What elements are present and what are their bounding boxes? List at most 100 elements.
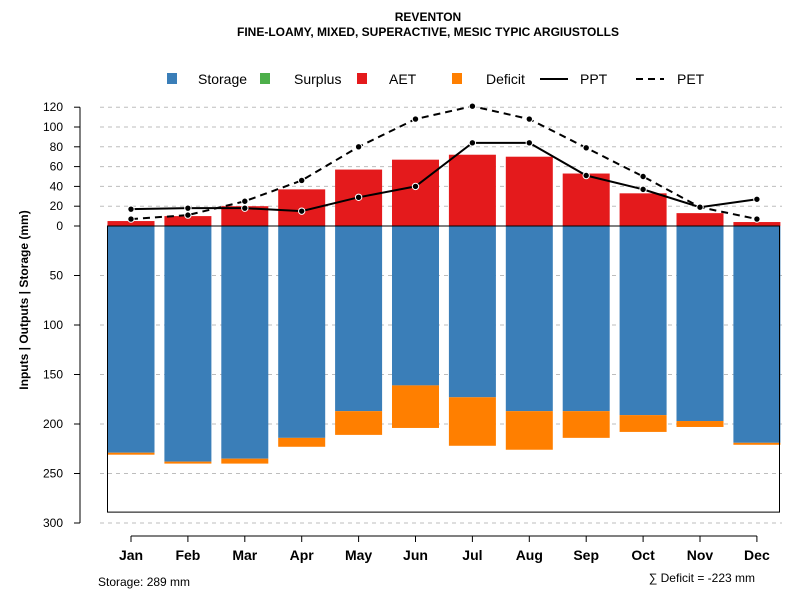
x-tick-label-apr: Apr xyxy=(290,547,315,563)
y-tick-label: 80 xyxy=(50,140,64,154)
deficit-bar-jan xyxy=(107,452,155,455)
ppt-point-nov xyxy=(696,203,704,211)
storage-bar-aug xyxy=(505,226,553,412)
x-tick-label-oct: Oct xyxy=(631,547,655,563)
ppt-point-sep xyxy=(582,171,590,180)
x-tick-label-aug: Aug xyxy=(516,547,543,563)
ppt-point-aug xyxy=(525,139,533,147)
deficit-bar-dec xyxy=(733,442,781,445)
storage-bar-nov xyxy=(676,226,724,422)
grid-lines xyxy=(100,106,782,524)
storage-bar-feb xyxy=(164,226,212,462)
deficit-bar-may xyxy=(335,411,383,435)
aet-bar-sep xyxy=(562,173,610,226)
y-tick-label: 20 xyxy=(50,199,64,213)
aet-bar-aug xyxy=(505,156,553,226)
y-tick-label: 40 xyxy=(50,179,64,193)
y-tick-label: 250 xyxy=(43,467,63,481)
pet-point-jun xyxy=(411,115,420,123)
legend-key-deficit xyxy=(452,73,462,84)
legend-label-ppt: PPT xyxy=(580,71,608,87)
deficit-bar-nov xyxy=(676,421,724,427)
ppt-point-jun xyxy=(411,182,420,191)
storage-bar-jan xyxy=(107,226,155,453)
legend-label-storage: Storage xyxy=(198,71,247,87)
pet-point-may xyxy=(354,143,363,151)
lines-layer xyxy=(127,102,761,223)
ppt-point-feb xyxy=(184,204,192,212)
aet-bar-jan xyxy=(107,221,155,226)
deficit-bar-oct xyxy=(619,415,667,432)
legend-label-aet: AET xyxy=(389,71,417,87)
aet-bar-mar xyxy=(221,206,269,226)
pet-point-jul xyxy=(468,102,477,110)
storage-bar-apr xyxy=(278,226,326,438)
x-tick-label-jan: Jan xyxy=(119,547,143,563)
ppt-line xyxy=(130,141,758,213)
legend-label-pet: PET xyxy=(677,71,705,87)
x-tick-label-nov: Nov xyxy=(687,547,714,563)
pet-point-aug xyxy=(525,115,533,123)
x-tick-label-jun: Jun xyxy=(403,547,428,563)
chart-subtitle: FINE-LOAMY, MIXED, SUPERACTIVE, MESIC TY… xyxy=(237,25,619,39)
pet-point-dec xyxy=(753,215,761,223)
aet-bar-jun xyxy=(392,159,439,226)
ppt-point-jan xyxy=(127,205,135,213)
storage-bar-oct xyxy=(619,226,667,416)
deficit-footer: ∑ Deficit = -223 mm xyxy=(649,571,755,585)
y-tick-label: 200 xyxy=(43,417,63,431)
y-tick-label: 100 xyxy=(43,318,63,332)
x-tick-label-may: May xyxy=(345,547,372,563)
legend-key-aet xyxy=(357,73,367,84)
storage-bar-jun xyxy=(392,226,439,386)
legend-label-deficit: Deficit xyxy=(486,71,525,87)
aet-bar-jul xyxy=(448,154,496,226)
pet-point-jan xyxy=(127,215,135,223)
storage-bar-dec xyxy=(733,226,781,443)
pet-point-apr xyxy=(298,176,306,185)
x-tick-label-feb: Feb xyxy=(175,547,200,563)
ppt-point-apr xyxy=(298,207,306,215)
aet-bar-dec xyxy=(733,222,781,226)
deficit-bar-apr xyxy=(278,437,326,447)
ppt-point-jul xyxy=(468,139,477,147)
deficit-bar-sep xyxy=(562,411,610,438)
pet-point-oct xyxy=(639,172,647,181)
y-tick-label: 50 xyxy=(50,269,64,283)
ppt-point-mar xyxy=(241,204,249,212)
deficit-bar-mar xyxy=(221,458,269,464)
deficit-bar-feb xyxy=(164,461,212,464)
deficit-bar-jun xyxy=(392,385,439,428)
aet-bar-nov xyxy=(676,213,724,226)
chart-title: REVENTON xyxy=(395,10,461,24)
y-tick-label: 0 xyxy=(56,219,63,233)
y-tick-label: 120 xyxy=(43,100,63,114)
deficit-bar-aug xyxy=(505,411,553,450)
ppt-point-may xyxy=(354,193,363,201)
pet-point-sep xyxy=(582,144,590,152)
ppt-point-dec xyxy=(753,195,761,203)
y-tick-label: 60 xyxy=(50,160,64,174)
x-tick-label-jul: Jul xyxy=(462,547,482,563)
aet-bar-feb xyxy=(164,216,212,226)
legend-key-surplus xyxy=(260,73,270,84)
y-axis-label: Inputs | Outputs | Storage (mm) xyxy=(17,210,31,389)
bars-layer xyxy=(107,154,781,464)
pet-point-mar xyxy=(241,197,249,205)
ppt-point-oct xyxy=(639,185,647,194)
y-tick-label: 100 xyxy=(43,120,63,134)
storage-bar-may xyxy=(335,226,383,412)
x-tick-label-sep: Sep xyxy=(573,547,599,563)
x-tick-label-dec: Dec xyxy=(744,547,770,563)
storage-bar-jul xyxy=(448,226,496,398)
y-tick-label: 150 xyxy=(43,368,63,382)
legend-key-storage xyxy=(167,73,177,84)
storage-bar-sep xyxy=(562,226,610,412)
deficit-bar-jul xyxy=(448,397,496,446)
x-tick-label-mar: Mar xyxy=(232,547,257,563)
aet-bar-oct xyxy=(619,193,667,226)
y-tick-label: 300 xyxy=(43,516,63,530)
storage-bar-mar xyxy=(221,226,269,459)
